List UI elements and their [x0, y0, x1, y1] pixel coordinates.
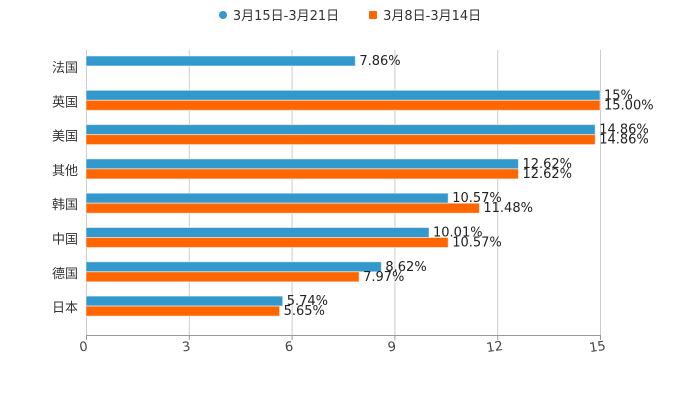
bar-value-label: 7.97% [363, 270, 404, 285]
legend-marker-blue [218, 10, 227, 19]
bar-orange[interactable] [85, 168, 519, 180]
bar-blue[interactable] [85, 261, 382, 273]
y-category-label: 法国 [52, 61, 78, 76]
bar-blue[interactable] [85, 192, 449, 204]
bar-value-label: 10.01% [433, 226, 483, 241]
y-category-label: 德国 [52, 267, 78, 282]
chart-legend: 3月15日-3月21日 3月8日-3月14日 [0, 5, 700, 24]
bar-value-label: 10.57% [452, 191, 502, 206]
y-category-label: 美国 [52, 130, 78, 145]
bar-value-label: 12.62% [522, 167, 572, 182]
legend-label: 3月8日-3月14日 [383, 9, 482, 24]
bar-value-label: 8.62% [385, 260, 426, 275]
x-tick-label: 15 [588, 339, 606, 356]
y-category-label: 日本 [52, 301, 78, 316]
bar-value-label: 11.48% [483, 201, 533, 216]
legend-item-series-1[interactable]: 3月15日-3月21日 [218, 5, 340, 24]
bar-value-label: 5.74% [287, 294, 328, 309]
y-category-label: 其他 [52, 164, 78, 179]
y-category-label: 中国 [52, 233, 78, 248]
bar-value-label: 14.86% [599, 123, 649, 138]
bar-value-label: 7.86% [359, 54, 400, 69]
legend-label: 3月15日-3月21日 [232, 9, 340, 24]
bar-orange[interactable] [85, 271, 360, 283]
bar-value-label: 14.86% [599, 133, 649, 148]
bar-blue[interactable] [85, 124, 596, 136]
bar-blue[interactable] [85, 158, 519, 170]
x-tick-label: 0 [78, 339, 88, 355]
x-tick-label: 3 [181, 339, 191, 355]
legend-marker-orange [369, 10, 378, 19]
x-tick-label: 6 [284, 339, 294, 355]
bar-orange[interactable] [85, 99, 601, 111]
x-tick-label: 9 [387, 339, 397, 355]
legend-item-series-2[interactable]: 3月8日-3月14日 [369, 5, 481, 24]
y-category-label: 韩国 [52, 198, 78, 213]
bar-orange[interactable] [85, 237, 449, 248]
bar-value-label: 5.65% [284, 304, 325, 319]
bar-blue[interactable] [85, 227, 430, 238]
y-category-label: 英国 [52, 95, 78, 110]
bar-orange[interactable] [85, 305, 281, 317]
bar-orange[interactable] [85, 134, 596, 146]
bar-blue[interactable] [85, 295, 284, 307]
bar-blue[interactable] [85, 89, 601, 101]
bar-orange[interactable] [85, 202, 480, 214]
bar-value-label: 15% [604, 88, 633, 103]
bar-blue[interactable] [85, 55, 356, 67]
bar-value-label: 10.57% [452, 236, 502, 251]
x-tick-label: 12 [486, 339, 504, 356]
bar-value-label: 15.00% [604, 98, 654, 113]
bar-value-label: 12.62% [522, 157, 572, 172]
